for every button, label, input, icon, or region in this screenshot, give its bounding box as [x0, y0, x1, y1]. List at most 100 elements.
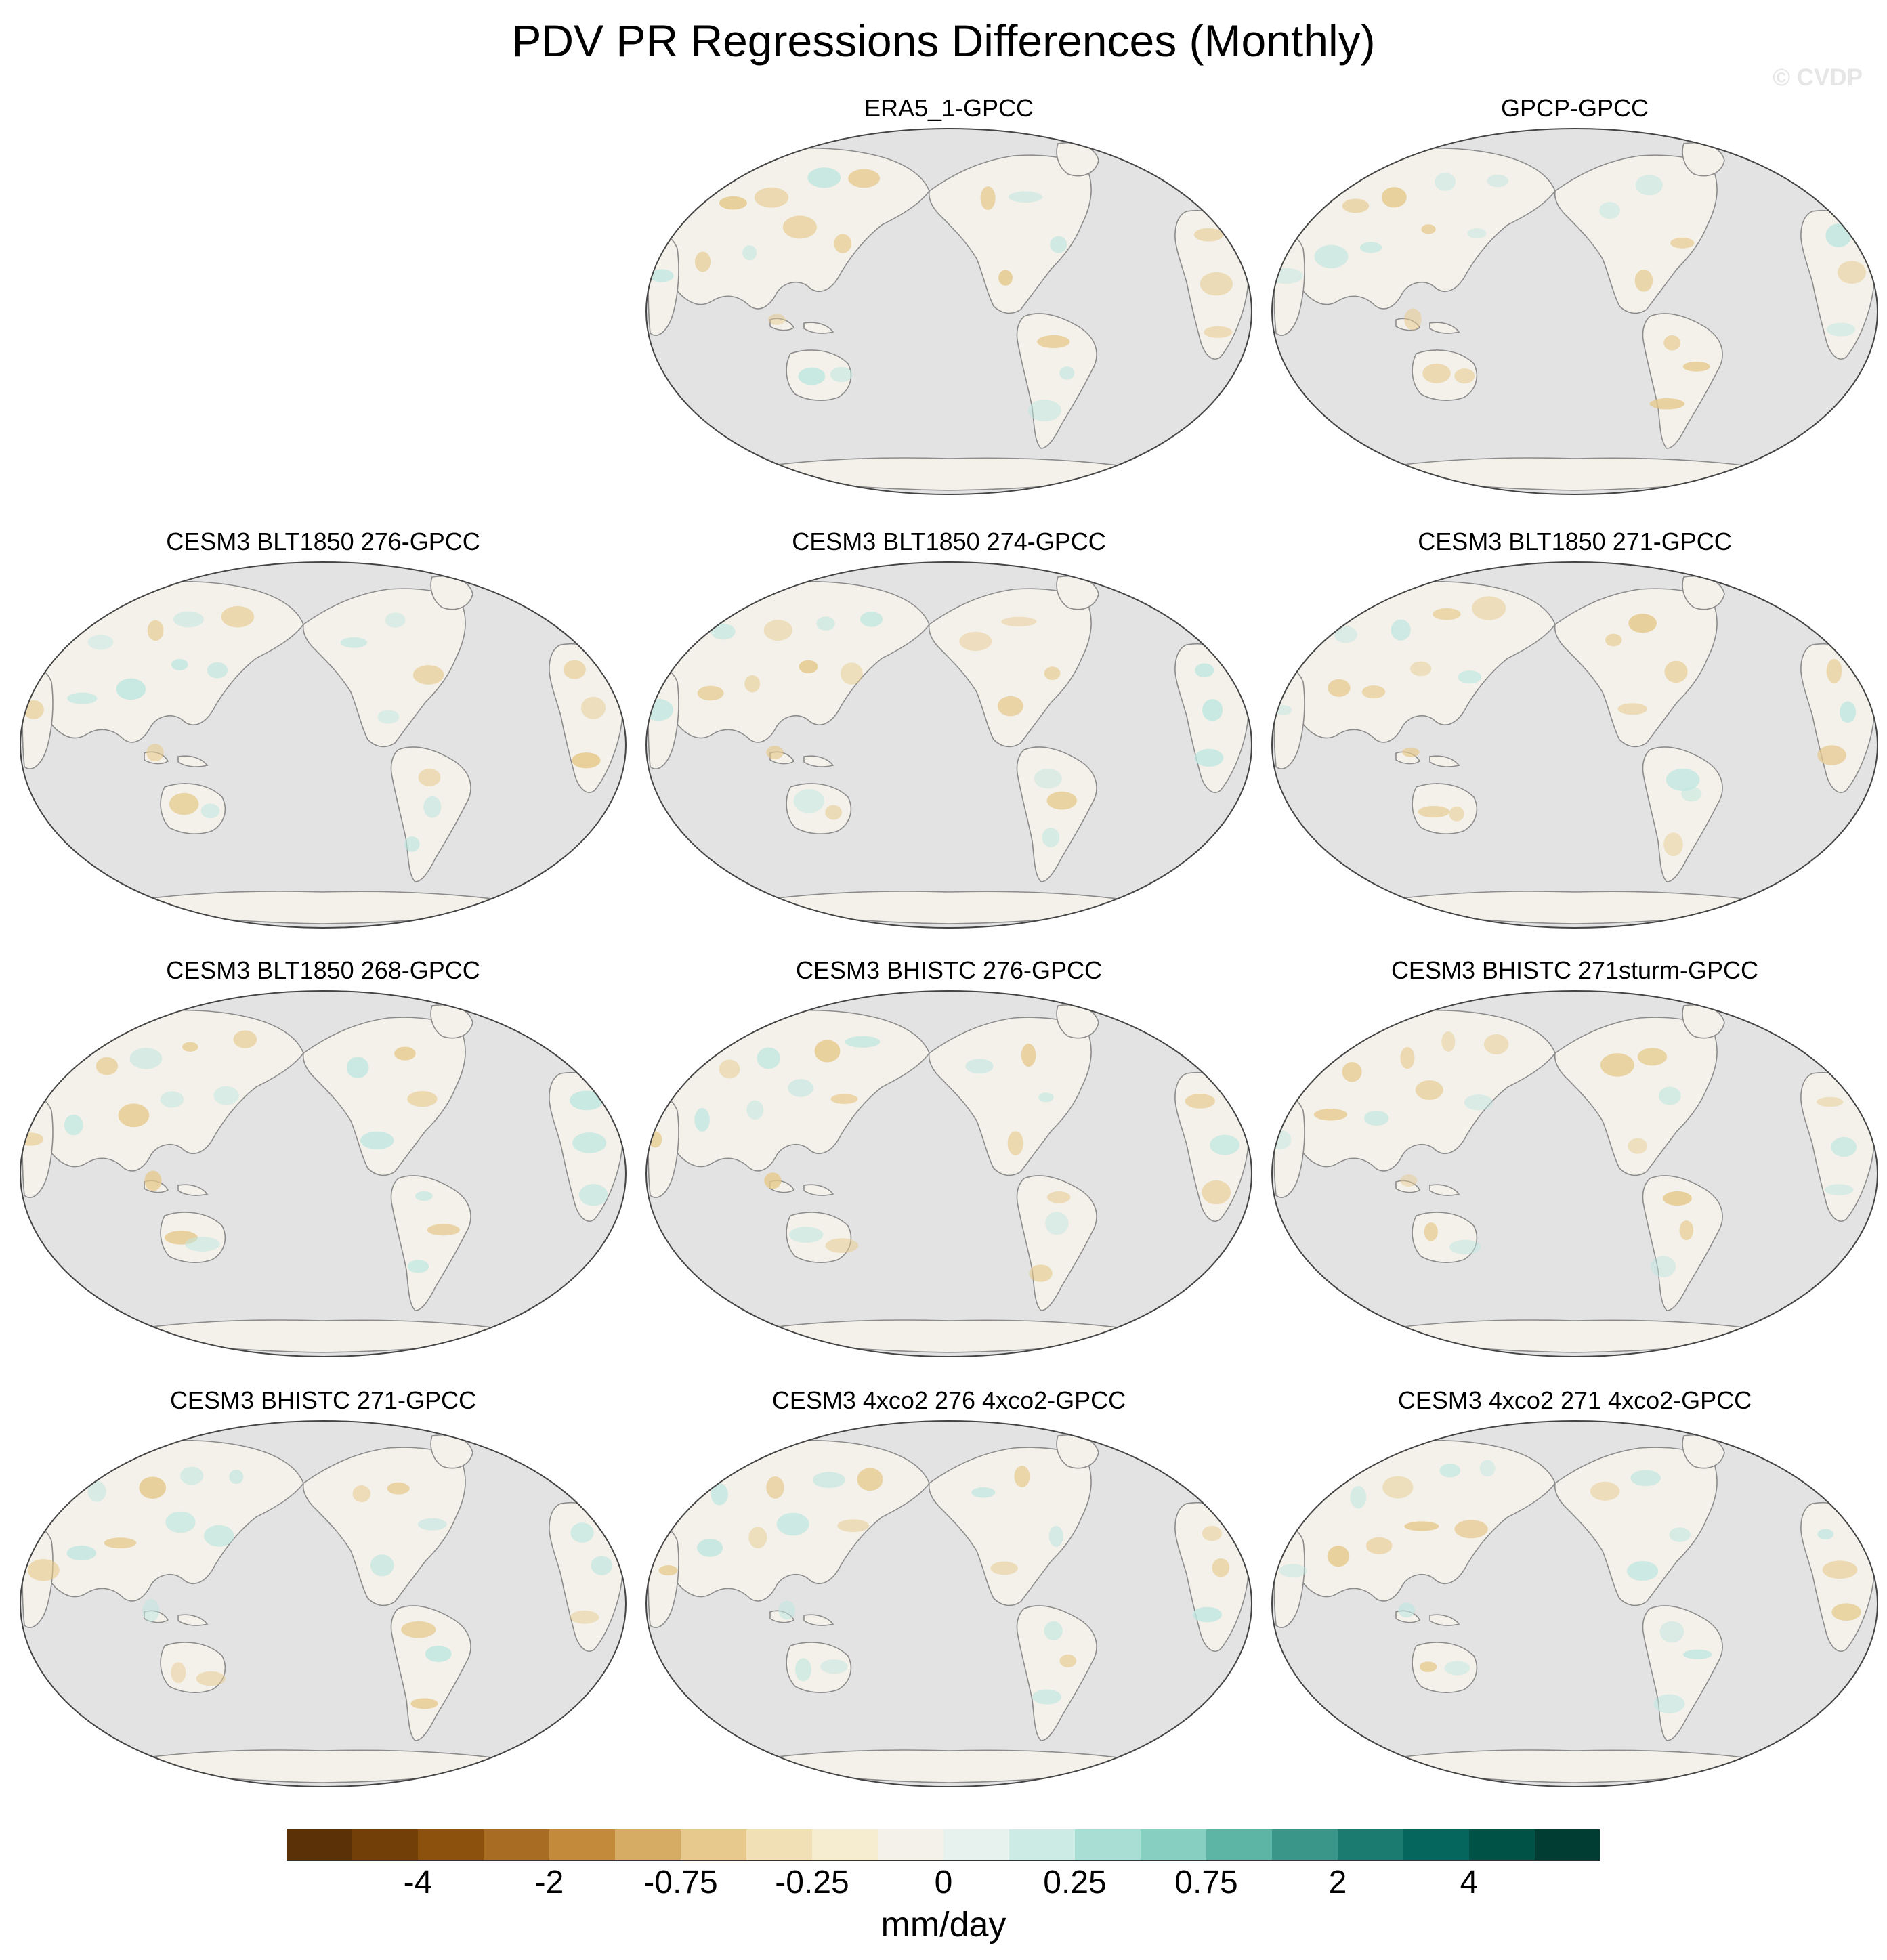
precip-anomaly: [1590, 1481, 1620, 1501]
precip-anomaly: [798, 367, 826, 385]
precip-anomaly: [427, 1224, 461, 1236]
precip-anomaly: [1381, 187, 1407, 208]
precip-anomaly: [965, 1059, 994, 1074]
precip-anomaly: [1185, 1094, 1216, 1109]
precip-anomaly: [1826, 658, 1842, 683]
precip-anomaly: [87, 1480, 106, 1502]
land-mass: [1412, 1642, 1478, 1693]
precip-anomaly: [1202, 699, 1223, 721]
precip-anomaly: [418, 768, 441, 786]
precip-anomaly: [1007, 1131, 1023, 1155]
precip-anomaly: [1279, 1564, 1307, 1577]
map-outline: [19, 561, 627, 929]
precip-anomaly: [1635, 174, 1663, 196]
colorbar-swatch: [1206, 1829, 1273, 1861]
precip-anomaly: [169, 792, 199, 815]
precip-anomaly: [1627, 1561, 1659, 1581]
precip-anomaly: [1449, 806, 1464, 822]
land-mass: [1429, 1184, 1460, 1196]
precip-anomaly: [1038, 1092, 1054, 1103]
precip-anomaly: [146, 744, 164, 762]
precip-anomaly: [1441, 1031, 1456, 1052]
precip-anomaly: [423, 796, 442, 818]
precip-anomaly: [425, 1645, 452, 1663]
precip-anomaly: [570, 1090, 603, 1111]
precip-anomaly: [417, 1518, 447, 1531]
world-map: [645, 1420, 1253, 1788]
precip-anomaly: [1825, 223, 1852, 248]
precip-anomaly: [860, 612, 883, 627]
precip-anomaly: [1195, 663, 1214, 678]
precip-anomaly: [591, 1556, 613, 1575]
precip-anomaly: [1359, 242, 1382, 253]
precip-anomaly: [830, 1094, 858, 1104]
panel-title: GPCP-GPCC: [1500, 94, 1649, 122]
precip-anomaly: [407, 1260, 429, 1273]
precip-anomaly: [649, 269, 674, 282]
figure-title: PDV PR Regressions Differences (Monthly): [511, 16, 1376, 66]
precip-anomaly: [757, 1047, 780, 1069]
precip-anomaly: [196, 1671, 226, 1686]
colorbar-tick-label: 2: [1328, 1865, 1347, 1900]
precip-anomaly: [1404, 308, 1422, 331]
precip-anomaly: [185, 1237, 220, 1252]
colorbar-tick-label: 0: [934, 1865, 953, 1900]
colorbar-swatch: [878, 1829, 944, 1861]
land-mass: [928, 154, 1092, 314]
precip-anomaly: [1630, 1470, 1661, 1487]
precip-anomaly: [763, 620, 793, 641]
precip-anomaly: [719, 1059, 740, 1079]
precip-anomaly: [820, 1659, 848, 1674]
precip-anomaly: [658, 1565, 678, 1576]
precip-anomaly: [213, 1086, 239, 1105]
land-mass: [803, 755, 834, 767]
precip-anomaly: [394, 1046, 416, 1061]
precip-anomaly: [1422, 363, 1451, 383]
colorbar-swatch: [746, 1829, 813, 1861]
precip-anomaly: [139, 1476, 167, 1499]
precip-anomaly: [1342, 198, 1370, 213]
precip-anomaly: [1817, 1529, 1834, 1539]
precip-anomaly: [27, 1558, 60, 1581]
precip-anomaly: [171, 659, 188, 670]
colorbar-swatch: [1535, 1829, 1600, 1861]
precip-anomaly: [1059, 1654, 1077, 1667]
colorbar-tick-label: 4: [1460, 1865, 1479, 1900]
precip-anomaly: [1314, 244, 1349, 269]
precip-anomaly: [1202, 1180, 1231, 1205]
colorbar-swatch: [1469, 1829, 1535, 1861]
precip-anomaly: [1822, 1560, 1858, 1579]
land-mass: [302, 1017, 466, 1176]
land-mass: [1016, 746, 1097, 882]
precip-anomaly: [1193, 228, 1224, 242]
precip-anomaly: [1458, 670, 1482, 684]
colorbar-swatch: [812, 1829, 878, 1861]
colorbar-tick-label: -0.75: [643, 1865, 718, 1900]
precip-anomaly: [67, 692, 98, 704]
precip-anomaly: [165, 1511, 196, 1533]
precip-anomaly: [104, 1537, 137, 1549]
land-mass: [177, 1184, 209, 1196]
precip-anomaly: [1404, 1521, 1439, 1531]
precip-anomaly: [1350, 1485, 1367, 1509]
land-mass: [1554, 1017, 1718, 1176]
precip-anomaly: [118, 1103, 150, 1128]
precip-anomaly: [694, 1107, 710, 1132]
precip-anomaly: [812, 1472, 846, 1488]
colorbar-tick-label: -2: [534, 1865, 564, 1900]
precip-anomaly: [1464, 1094, 1493, 1111]
precip-anomaly: [980, 186, 996, 210]
precip-anomaly: [848, 169, 881, 188]
precip-anomaly: [1029, 1264, 1053, 1282]
precip-anomaly: [778, 1600, 796, 1620]
precip-anomaly: [1599, 202, 1620, 219]
land-mass: [786, 783, 852, 834]
precip-anomaly: [1663, 335, 1680, 351]
land-mass: [1016, 1605, 1097, 1741]
precip-anomaly: [385, 612, 406, 628]
precip-anomaly: [1650, 1256, 1676, 1278]
precip-anomaly: [814, 1040, 841, 1063]
precip-anomaly: [360, 1131, 394, 1150]
precip-anomaly: [415, 1191, 433, 1201]
precip-anomaly: [1313, 1108, 1347, 1121]
